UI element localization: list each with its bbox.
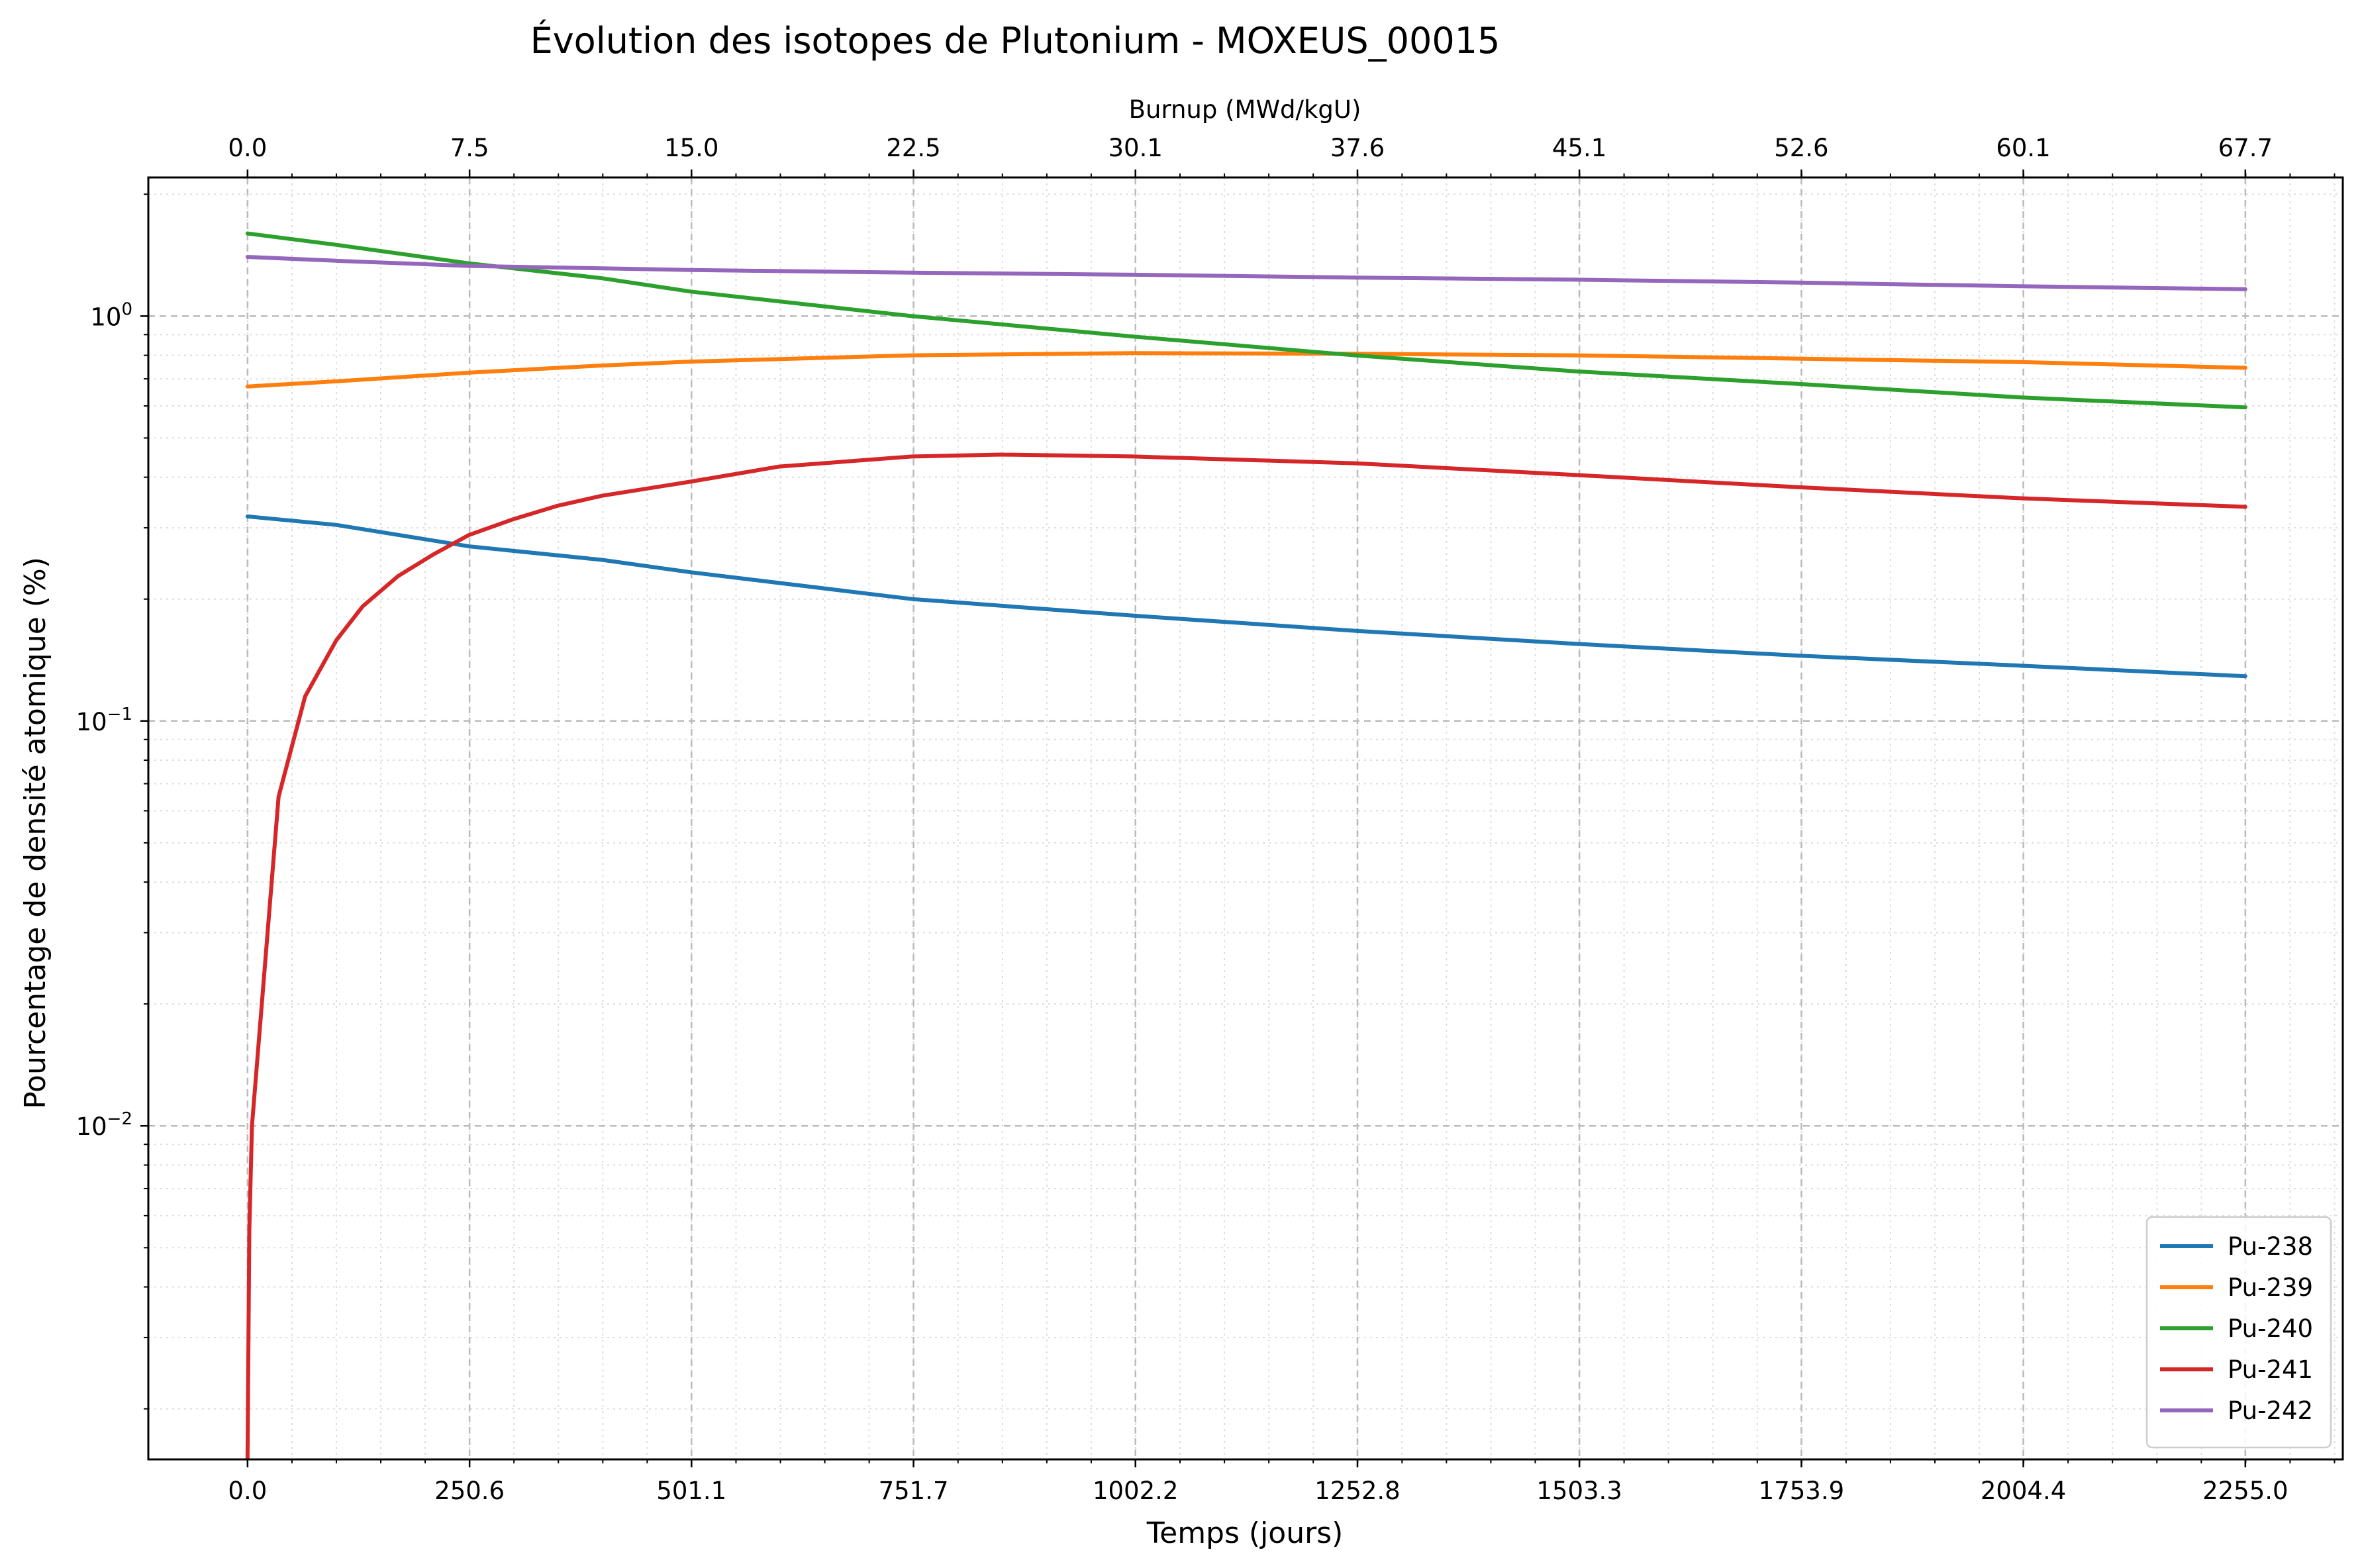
top-x-tick-label: 45.1 [1552,134,1606,162]
series-line-pu-241 [245,452,2247,1459]
y-axis-label: Pourcentage de densité atomique (%) [19,557,52,1109]
series-line-pu-240 [245,231,2247,410]
top-x-tick-label: 15.0 [664,134,718,162]
top-x-tick-label: 22.5 [886,134,940,162]
x-tick-label: 0.0 [228,1477,267,1505]
legend-label: Pu-241 [2228,1355,2313,1384]
top-x-tick-label: 52.6 [1774,134,1828,162]
series-line-pu-238 [245,514,2247,679]
axis-ticks: 0.0 0.0 250.6 7.5 501.1 15.0 751.7 22.5 1002.2 30… [76,134,2336,1505]
x-tick-label: 1002.2 [1093,1477,1178,1505]
series-line-pu-242 [245,255,2247,291]
x-tick-label: 1753.9 [1759,1477,1844,1505]
plot-frame [147,176,2344,1461]
legend-label: Pu-240 [2228,1314,2313,1343]
y-tick-label: 10−1 [76,705,132,736]
legend-label: Pu-242 [2228,1396,2313,1425]
x-axis-label: Temps (jours) [1146,1516,1344,1550]
legend: Pu-238 Pu-239 Pu-240 Pu-241 Pu-242 [2145,1216,2332,1449]
x-tick-label: 2255.0 [2202,1477,2288,1505]
x-tick-label: 1252.8 [1314,1477,1400,1505]
top-x-tick-label: 37.6 [1330,134,1385,162]
top-x-tick-label: 30.1 [1108,134,1163,162]
x-tick-label: 250.6 [434,1477,505,1505]
legend-box [2145,1216,2332,1449]
x-tick-label: 1503.3 [1536,1477,1622,1505]
top-x-tick-label: 7.5 [450,134,489,162]
top-x-tick-label: 0.0 [228,134,267,162]
x-tick-label: 2004.4 [1981,1477,2066,1505]
x-tick-label: 751.7 [879,1477,949,1505]
plot-lines [245,231,2247,1459]
top-x-tick-label: 60.1 [1996,134,2050,162]
top-x-tick-label: 67.7 [2218,134,2273,162]
legend-label: Pu-239 [2228,1273,2313,1302]
series-line-pu-239 [245,351,2247,389]
legend-label: Pu-238 [2228,1232,2313,1261]
top-x-axis-label: Burnup (MWd/kgU) [1129,95,1361,124]
y-tick-label: 100 [90,299,132,331]
x-tick-label: 501.1 [656,1477,726,1505]
chart-title: Évolution des isotopes de Plutonium - MO… [530,20,1501,62]
y-tick-label: 10−2 [76,1109,132,1141]
